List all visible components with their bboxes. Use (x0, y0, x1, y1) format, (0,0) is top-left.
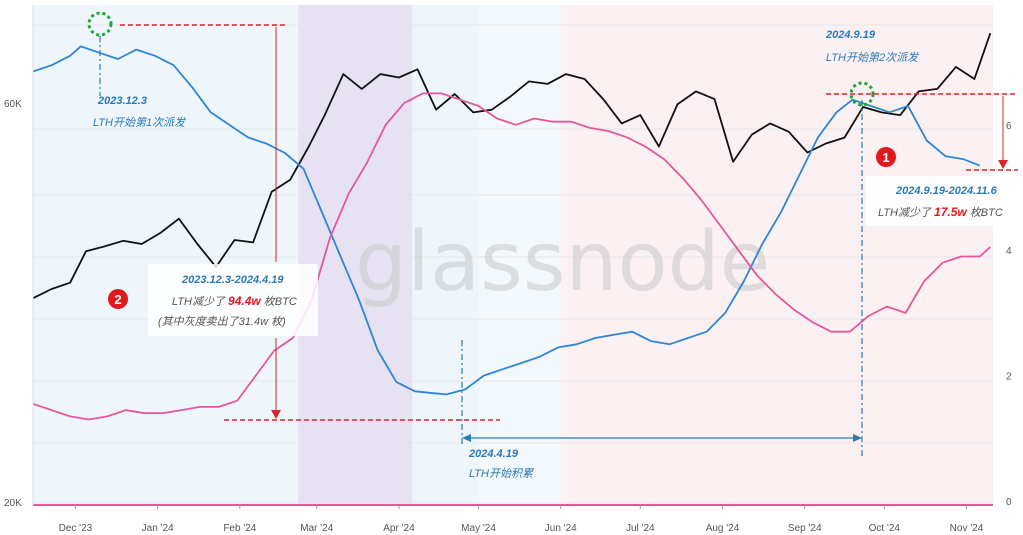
accumulation-arrow-left-head (462, 434, 471, 442)
badge-1: 1 (876, 147, 896, 167)
ann2-note: (其中灰度卖出了31.4w 枚) (158, 315, 286, 328)
ann2-value: 94.4w (228, 294, 261, 308)
x-tick-label-5: May '24 (461, 523, 496, 534)
accumulation-arrow-right-head (853, 434, 862, 442)
x-tick-label-9: Sep '24 (788, 523, 822, 534)
ann5-text-before: LTH减少了 (878, 206, 932, 219)
y-right-tick-label-2: 4 (1006, 246, 1012, 257)
price-line (32, 32, 992, 300)
ann2-text-before: LTH减少了 (172, 295, 226, 308)
ann2-text-after: 枚BTC (264, 295, 297, 308)
ann5-value: 17.5w (934, 205, 967, 219)
ann5-line: LTH减少了 17.5w 枚BTC (878, 205, 1003, 219)
x-tick-label-11: Nov '24 (950, 523, 984, 534)
x-tick-label-0: Dec '23 (59, 523, 93, 534)
annotation-lines (87, 11, 1018, 458)
badge-2: 2 (108, 289, 128, 309)
x-tick-label-3: Mar '24 (300, 523, 333, 534)
x-tick-label-1: Jan '24 (142, 523, 174, 534)
ann4-date: 2024.9.19 (825, 29, 876, 41)
ann2-date: 2023.12.3-2024.4.19 (181, 274, 284, 286)
ann3-date: 2024.4.19 (468, 448, 519, 460)
peak-marker-sep19 (849, 81, 875, 107)
ann2-line: LTH减少了 94.4w 枚BTC (172, 294, 297, 308)
x-tick-label-10: Oct '24 (869, 523, 901, 534)
ann1-date: 2023.12.3 (97, 95, 147, 107)
highlight-band-layer (298, 5, 413, 505)
ann5-box (866, 176, 1016, 226)
y-left-tick-label-0: 20K (4, 498, 22, 509)
y-left-tick-label-1: 60K (4, 99, 22, 110)
y-right-tick-label-3: 6 (1006, 121, 1012, 132)
ann3-text: LTH开始积累 (469, 467, 534, 480)
x-tick-label-6: Jun '24 (545, 523, 577, 534)
ann5-date: 2024.9.19-2024.11.6 (895, 185, 998, 197)
ann5-text-after: 枚BTC (970, 206, 1003, 219)
x-tick-label-2: Feb '24 (223, 523, 256, 534)
ann2-box (148, 264, 318, 336)
watermark: glassnode (355, 215, 770, 310)
x-tick-label-7: Jul '24 (626, 523, 655, 534)
ann4-text: LTH开始第2次派发 (826, 51, 919, 64)
drop1-arrow-head (271, 410, 281, 419)
bg-tint-pink (560, 5, 993, 505)
lth-supply-line (32, 45, 981, 396)
second-line (32, 92, 991, 421)
ann1-text: LTH开始第1次派发 (93, 116, 186, 129)
shaded-range-0 (298, 5, 413, 505)
drop2-arrow-head (998, 160, 1008, 169)
y-right-tick-label-1: 2 (1006, 372, 1012, 383)
series-layer (32, 32, 992, 421)
x-tick-label-8: Aug '24 (706, 523, 740, 534)
badge-2-label: 2 (114, 292, 121, 307)
peak-marker-dec3 (87, 11, 113, 37)
badge-1-label: 1 (882, 150, 889, 165)
x-tick-label-4: Apr '24 (383, 523, 415, 534)
axis-layer: Dec '23 Jan '24 Feb '24 Mar '24 Apr '24 May '… (4, 5, 1012, 534)
y-right-tick-label-0: 0 (1006, 497, 1012, 508)
